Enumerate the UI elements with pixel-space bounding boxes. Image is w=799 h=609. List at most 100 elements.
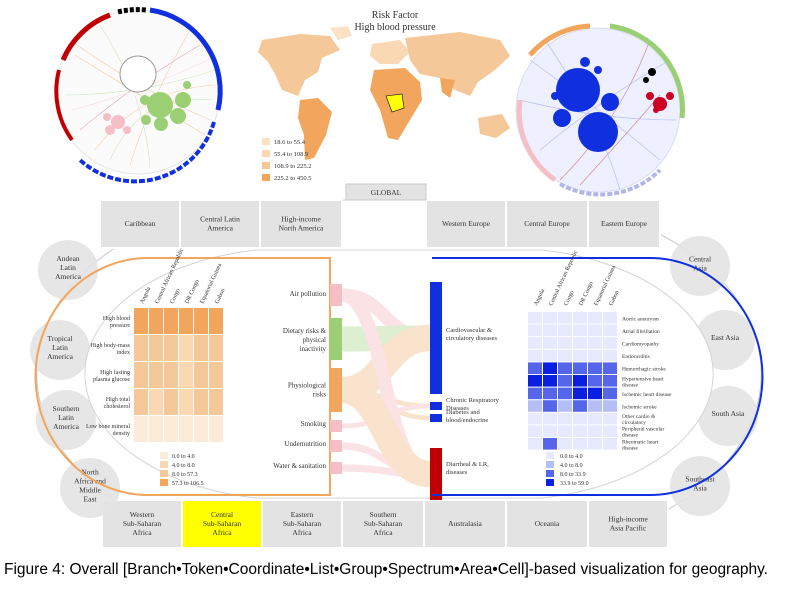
region-cell-bottom-1[interactable]: Central Sub-Saharan Africa (181, 499, 263, 549)
matrix-cell[interactable] (528, 349, 542, 362)
region-cell-0[interactable]: Caribbean (99, 199, 181, 249)
matrix-cell[interactable] (558, 438, 572, 450)
matrix-cell[interactable] (164, 416, 178, 442)
risk-node[interactable] (330, 318, 342, 360)
matrix-cell[interactable] (528, 387, 542, 400)
matrix-cell[interactable] (543, 425, 557, 437)
matrix-cell[interactable] (134, 308, 148, 334)
region-cell-bottom-0[interactable]: Western Sub-Saharan Africa (101, 499, 183, 549)
world-map[interactable]: Risk Factor High blood pressure 18.6 to … (258, 10, 510, 182)
global-button[interactable] (345, 183, 427, 201)
matrix-cell[interactable] (558, 400, 572, 412)
matrix-cell[interactable] (558, 349, 572, 362)
matrix-cell[interactable] (528, 362, 542, 374)
disease-node[interactable] (430, 282, 442, 394)
matrix-cell[interactable] (603, 375, 617, 387)
region-cell-left-2[interactable]: Southern Latin America (36, 390, 96, 450)
matrix-cell[interactable] (588, 387, 602, 400)
matrix-cell[interactable] (588, 412, 602, 425)
disease-node[interactable] (430, 402, 442, 410)
matrix-cell[interactable] (573, 375, 587, 387)
left-chord-diagram[interactable] (54, 7, 223, 184)
matrix-cell[interactable] (558, 312, 572, 324)
matrix-cell[interactable] (179, 308, 193, 334)
matrix-cell[interactable] (179, 362, 193, 388)
matrix-cell[interactable] (543, 438, 557, 450)
matrix-cell[interactable] (543, 312, 557, 324)
matrix-cell[interactable] (603, 425, 617, 437)
matrix-cell[interactable] (194, 362, 208, 388)
matrix-cell[interactable] (558, 375, 572, 387)
matrix-cell[interactable] (603, 438, 617, 450)
matrix-cell[interactable] (603, 400, 617, 412)
matrix-cell[interactable] (179, 416, 193, 442)
region-cell-bottom-3[interactable]: Southern Sub-Saharan Africa (341, 499, 425, 549)
matrix-cell[interactable] (528, 337, 542, 349)
matrix-cell[interactable] (603, 362, 617, 374)
region-cell-bottom-5[interactable]: Oceania (505, 499, 589, 549)
region-cell-left-1[interactable]: Tropical Latin America (30, 320, 90, 380)
matrix-cell[interactable] (149, 389, 163, 415)
matrix-cell[interactable] (543, 375, 557, 387)
matrix-cell[interactable] (528, 438, 542, 450)
matrix-cell[interactable] (194, 416, 208, 442)
matrix-cell[interactable] (164, 308, 178, 334)
matrix-cell[interactable] (164, 335, 178, 361)
matrix-cell[interactable] (134, 362, 148, 388)
matrix-cell[interactable] (573, 438, 587, 450)
matrix-cell[interactable] (164, 389, 178, 415)
region-cell-left-3[interactable]: North Africa and Middle East (60, 458, 120, 518)
matrix-cell[interactable] (558, 337, 572, 349)
matrix-cell[interactable] (134, 389, 148, 415)
matrix-cell[interactable] (603, 324, 617, 337)
matrix-cell[interactable] (528, 324, 542, 337)
matrix-cell[interactable] (603, 387, 617, 400)
risk-node[interactable] (330, 462, 342, 474)
matrix-cell[interactable] (558, 324, 572, 337)
matrix-cell[interactable] (573, 412, 587, 425)
matrix-cell[interactable] (573, 324, 587, 337)
matrix-cell[interactable] (149, 416, 163, 442)
region-cell-right-0[interactable]: Central Asia (670, 236, 730, 296)
matrix-cell[interactable] (149, 362, 163, 388)
matrix-cell[interactable] (588, 324, 602, 337)
region-cell-bottom-4[interactable]: Australasia (423, 499, 507, 549)
matrix-cell[interactable] (603, 312, 617, 324)
matrix-cell[interactable] (543, 349, 557, 362)
matrix-cell[interactable] (164, 362, 178, 388)
matrix-cell[interactable] (194, 389, 208, 415)
disease-node[interactable] (430, 448, 442, 500)
matrix-cell[interactable] (588, 400, 602, 412)
matrix-cell[interactable] (134, 335, 148, 361)
matrix-cell[interactable] (558, 412, 572, 425)
matrix-cell[interactable] (179, 389, 193, 415)
matrix-cell[interactable] (588, 425, 602, 437)
matrix-cell[interactable] (573, 425, 587, 437)
risk-node[interactable] (330, 440, 342, 452)
matrix-cell[interactable] (528, 425, 542, 437)
matrix-cell[interactable] (558, 387, 572, 400)
matrix-cell[interactable] (588, 349, 602, 362)
matrix-cell[interactable] (558, 362, 572, 374)
right-chord-diagram[interactable] (515, 23, 685, 197)
region-cell-bottom-6[interactable]: High-income Asia Pacific (587, 499, 669, 549)
risk-node[interactable] (330, 420, 342, 432)
region-cell-left-0[interactable]: Andean Latin America (38, 240, 98, 300)
matrix-cell[interactable] (528, 312, 542, 324)
matrix-cell[interactable] (134, 416, 148, 442)
matrix-cell[interactable] (209, 362, 223, 388)
matrix-cell[interactable] (573, 337, 587, 349)
matrix-cell[interactable] (149, 335, 163, 361)
matrix-cell[interactable] (179, 335, 193, 361)
matrix-cell[interactable] (588, 375, 602, 387)
region-cell-3[interactable]: Western Europe (425, 199, 507, 249)
disease-node[interactable] (430, 414, 442, 422)
matrix-cell[interactable] (603, 349, 617, 362)
region-cell-5[interactable]: Eastern Europe (587, 199, 661, 249)
matrix-cell[interactable] (209, 308, 223, 334)
matrix-cell[interactable] (588, 438, 602, 450)
matrix-cell[interactable] (588, 337, 602, 349)
matrix-cell[interactable] (573, 387, 587, 400)
region-cell-1[interactable]: Central Latin America (179, 199, 261, 249)
matrix-cell[interactable] (149, 308, 163, 334)
